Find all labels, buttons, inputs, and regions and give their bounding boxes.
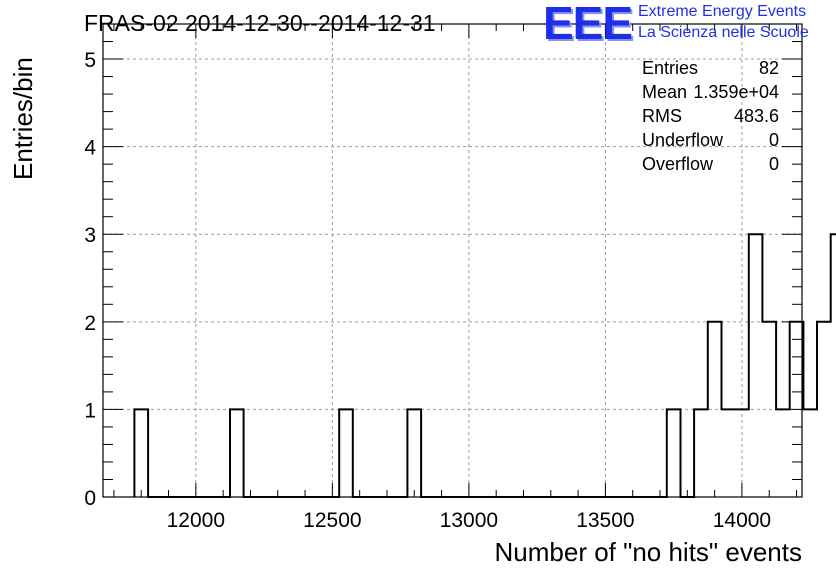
stat-value: 0	[768, 154, 779, 174]
stat-row-mean: Mean 1.359e+04	[641, 82, 779, 106]
stat-value: 1.359e+04	[693, 82, 779, 102]
eee-logo: EEE	[543, 0, 633, 49]
stat-value: 82	[758, 58, 779, 78]
y-tick-label: 3	[84, 224, 96, 247]
grid-lines	[103, 24, 802, 497]
stat-label: RMS	[642, 106, 682, 126]
histogram-bin	[407, 409, 421, 497]
logo-line-2: La Scienza nelle Scuole	[638, 24, 809, 41]
histogram-outline	[133, 233, 836, 498]
y-tick-label: 2	[84, 312, 96, 335]
histogram-bin	[749, 234, 763, 497]
histogram-bin	[694, 409, 708, 497]
stats-box: Entries 82 Mean 1.359e+04 RMS 483.6 Unde…	[641, 58, 779, 178]
histogram-bin	[134, 409, 148, 497]
stat-label: Underflow	[642, 130, 724, 150]
histogram-bin	[708, 322, 722, 497]
stat-row-underflow: Underflow 0	[641, 130, 779, 154]
histogram-bin	[667, 409, 681, 497]
histogram-series	[133, 233, 836, 498]
x-tick-label: 13500	[576, 509, 634, 532]
histogram-bin	[721, 409, 735, 497]
logo-line-1: Extreme Energy Events	[638, 3, 807, 20]
stat-row-rms: RMS 483.6	[641, 106, 779, 130]
y-tick-label: 5	[84, 49, 96, 72]
histogram-bin	[776, 409, 790, 497]
x-tick-label: 14000	[713, 509, 771, 532]
y-tick-label: 4	[84, 137, 96, 160]
stat-value: 483.6	[733, 106, 779, 126]
histogram-bin	[230, 409, 244, 497]
histogram-bin	[817, 322, 831, 497]
stat-label: Mean	[642, 82, 688, 102]
x-tick-labels: 12000 12500 13000 13500 14000	[167, 509, 772, 532]
histogram-bin	[762, 322, 776, 497]
histogram-bin	[831, 234, 836, 497]
stat-row-overflow: Overflow 0	[641, 154, 779, 178]
axis-ticks	[103, 23, 802, 498]
x-tick-label: 13000	[440, 509, 498, 532]
y-tick-label: 1	[84, 399, 96, 422]
chart-title: FRAS-02 2014-12-30--2014-12-31	[84, 10, 436, 36]
stat-label: Overflow	[642, 154, 714, 174]
stat-label: Entries	[642, 58, 699, 78]
stat-value: 0	[768, 130, 779, 150]
stat-row-entries: Entries 82	[641, 58, 779, 82]
histogram-bin	[803, 409, 817, 497]
plot-frame	[102, 23, 803, 498]
y-tick-label: 0	[84, 487, 96, 510]
x-axis-label: Number of "no hits" events	[494, 537, 803, 567]
histogram-bin	[339, 409, 353, 497]
y-tick-labels: 0 1 2 3 4 5	[84, 49, 96, 510]
x-tick-label: 12000	[167, 509, 225, 532]
y-axis-label: Entries/bin	[8, 57, 38, 180]
x-tick-label: 12500	[303, 509, 361, 532]
